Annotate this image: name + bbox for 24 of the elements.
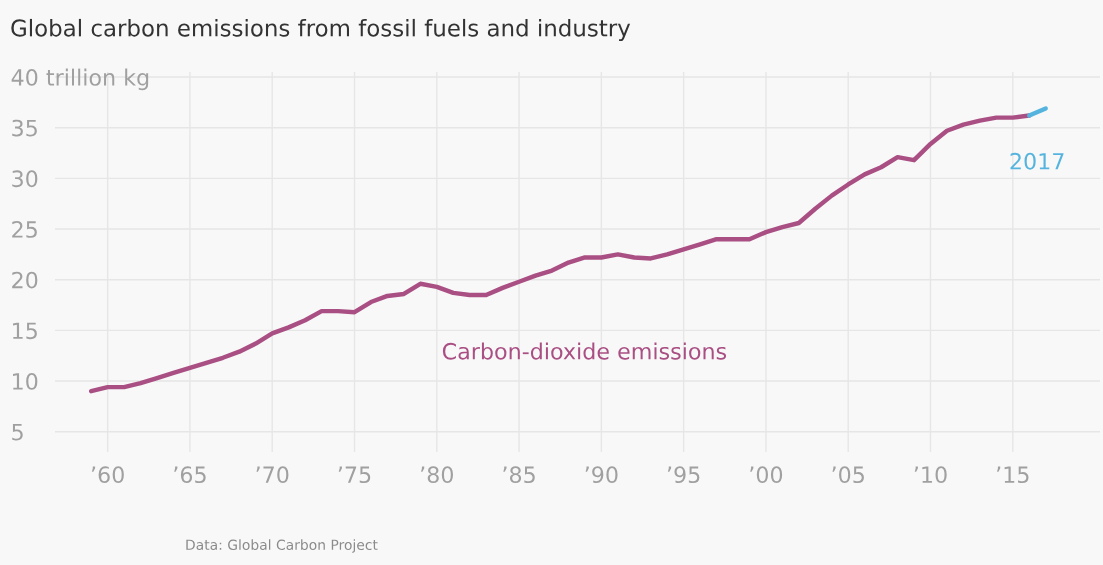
x-tick-label: ’10 xyxy=(914,466,947,484)
x-tick-label: ’80 xyxy=(421,466,453,484)
y-tick-label: 15 xyxy=(13,322,37,340)
x-tick-label: ’85 xyxy=(503,466,535,484)
x-tick-label: ’65 xyxy=(174,466,206,484)
x-tick-label: ’60 xyxy=(91,466,124,484)
x-tick-label: ’05 xyxy=(832,466,864,484)
x-tick-label: ’15 xyxy=(997,466,1029,484)
y-tick-label: 5 xyxy=(12,423,23,441)
x-tick-label: ’95 xyxy=(667,466,700,484)
y-tick-label: 20 xyxy=(12,271,38,289)
text: Carbon-dioxide emissions xyxy=(442,342,727,360)
y-tick-label: 30 xyxy=(12,170,38,188)
series-label: 2017 xyxy=(1010,152,1064,170)
x-tick-label: ’00 xyxy=(750,466,783,484)
y-tick-label: 40 trillion kg xyxy=(11,68,149,91)
x-tick-label: ’75 xyxy=(338,466,371,484)
chart-title: Global carbon emissions from fossil fuels and industry xyxy=(11,18,631,42)
y-tick-label: 10 xyxy=(13,373,38,390)
x-tick-label: ’90 xyxy=(585,466,618,484)
y-tick-label: 35 xyxy=(12,119,37,137)
x-tick-label: ’70 xyxy=(256,466,289,484)
y-tick-label: 25 xyxy=(12,221,37,238)
text: Data: Global Carbon Project xyxy=(186,539,378,553)
